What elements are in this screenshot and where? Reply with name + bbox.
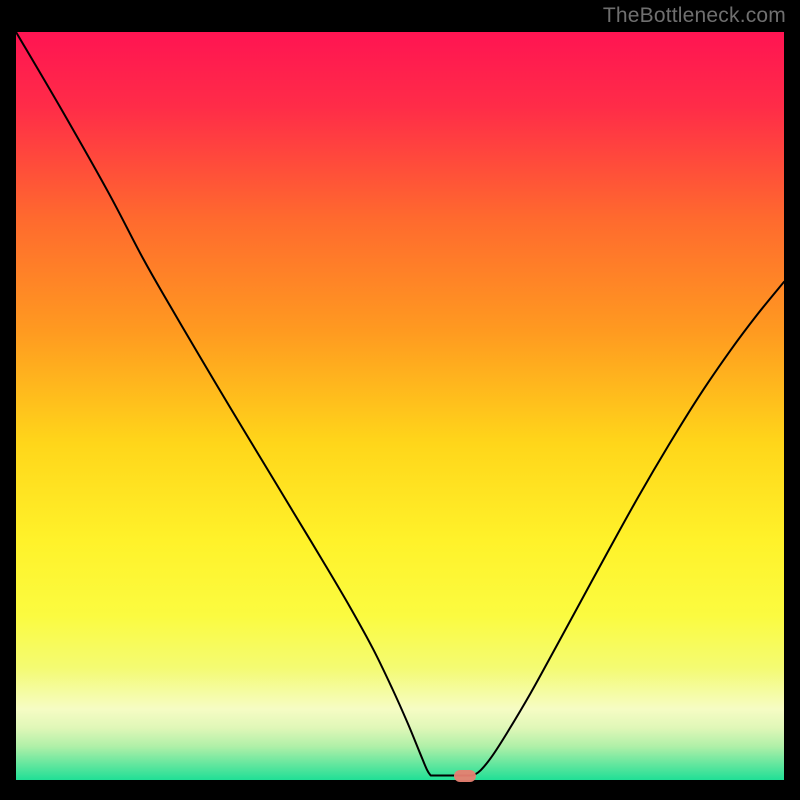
gradient-background: [16, 32, 784, 780]
watermark-text: TheBottleneck.com: [603, 4, 786, 28]
bottleneck-curve-chart: [16, 32, 784, 780]
chart-container: [16, 32, 784, 780]
optimal-point-marker: [454, 770, 476, 782]
